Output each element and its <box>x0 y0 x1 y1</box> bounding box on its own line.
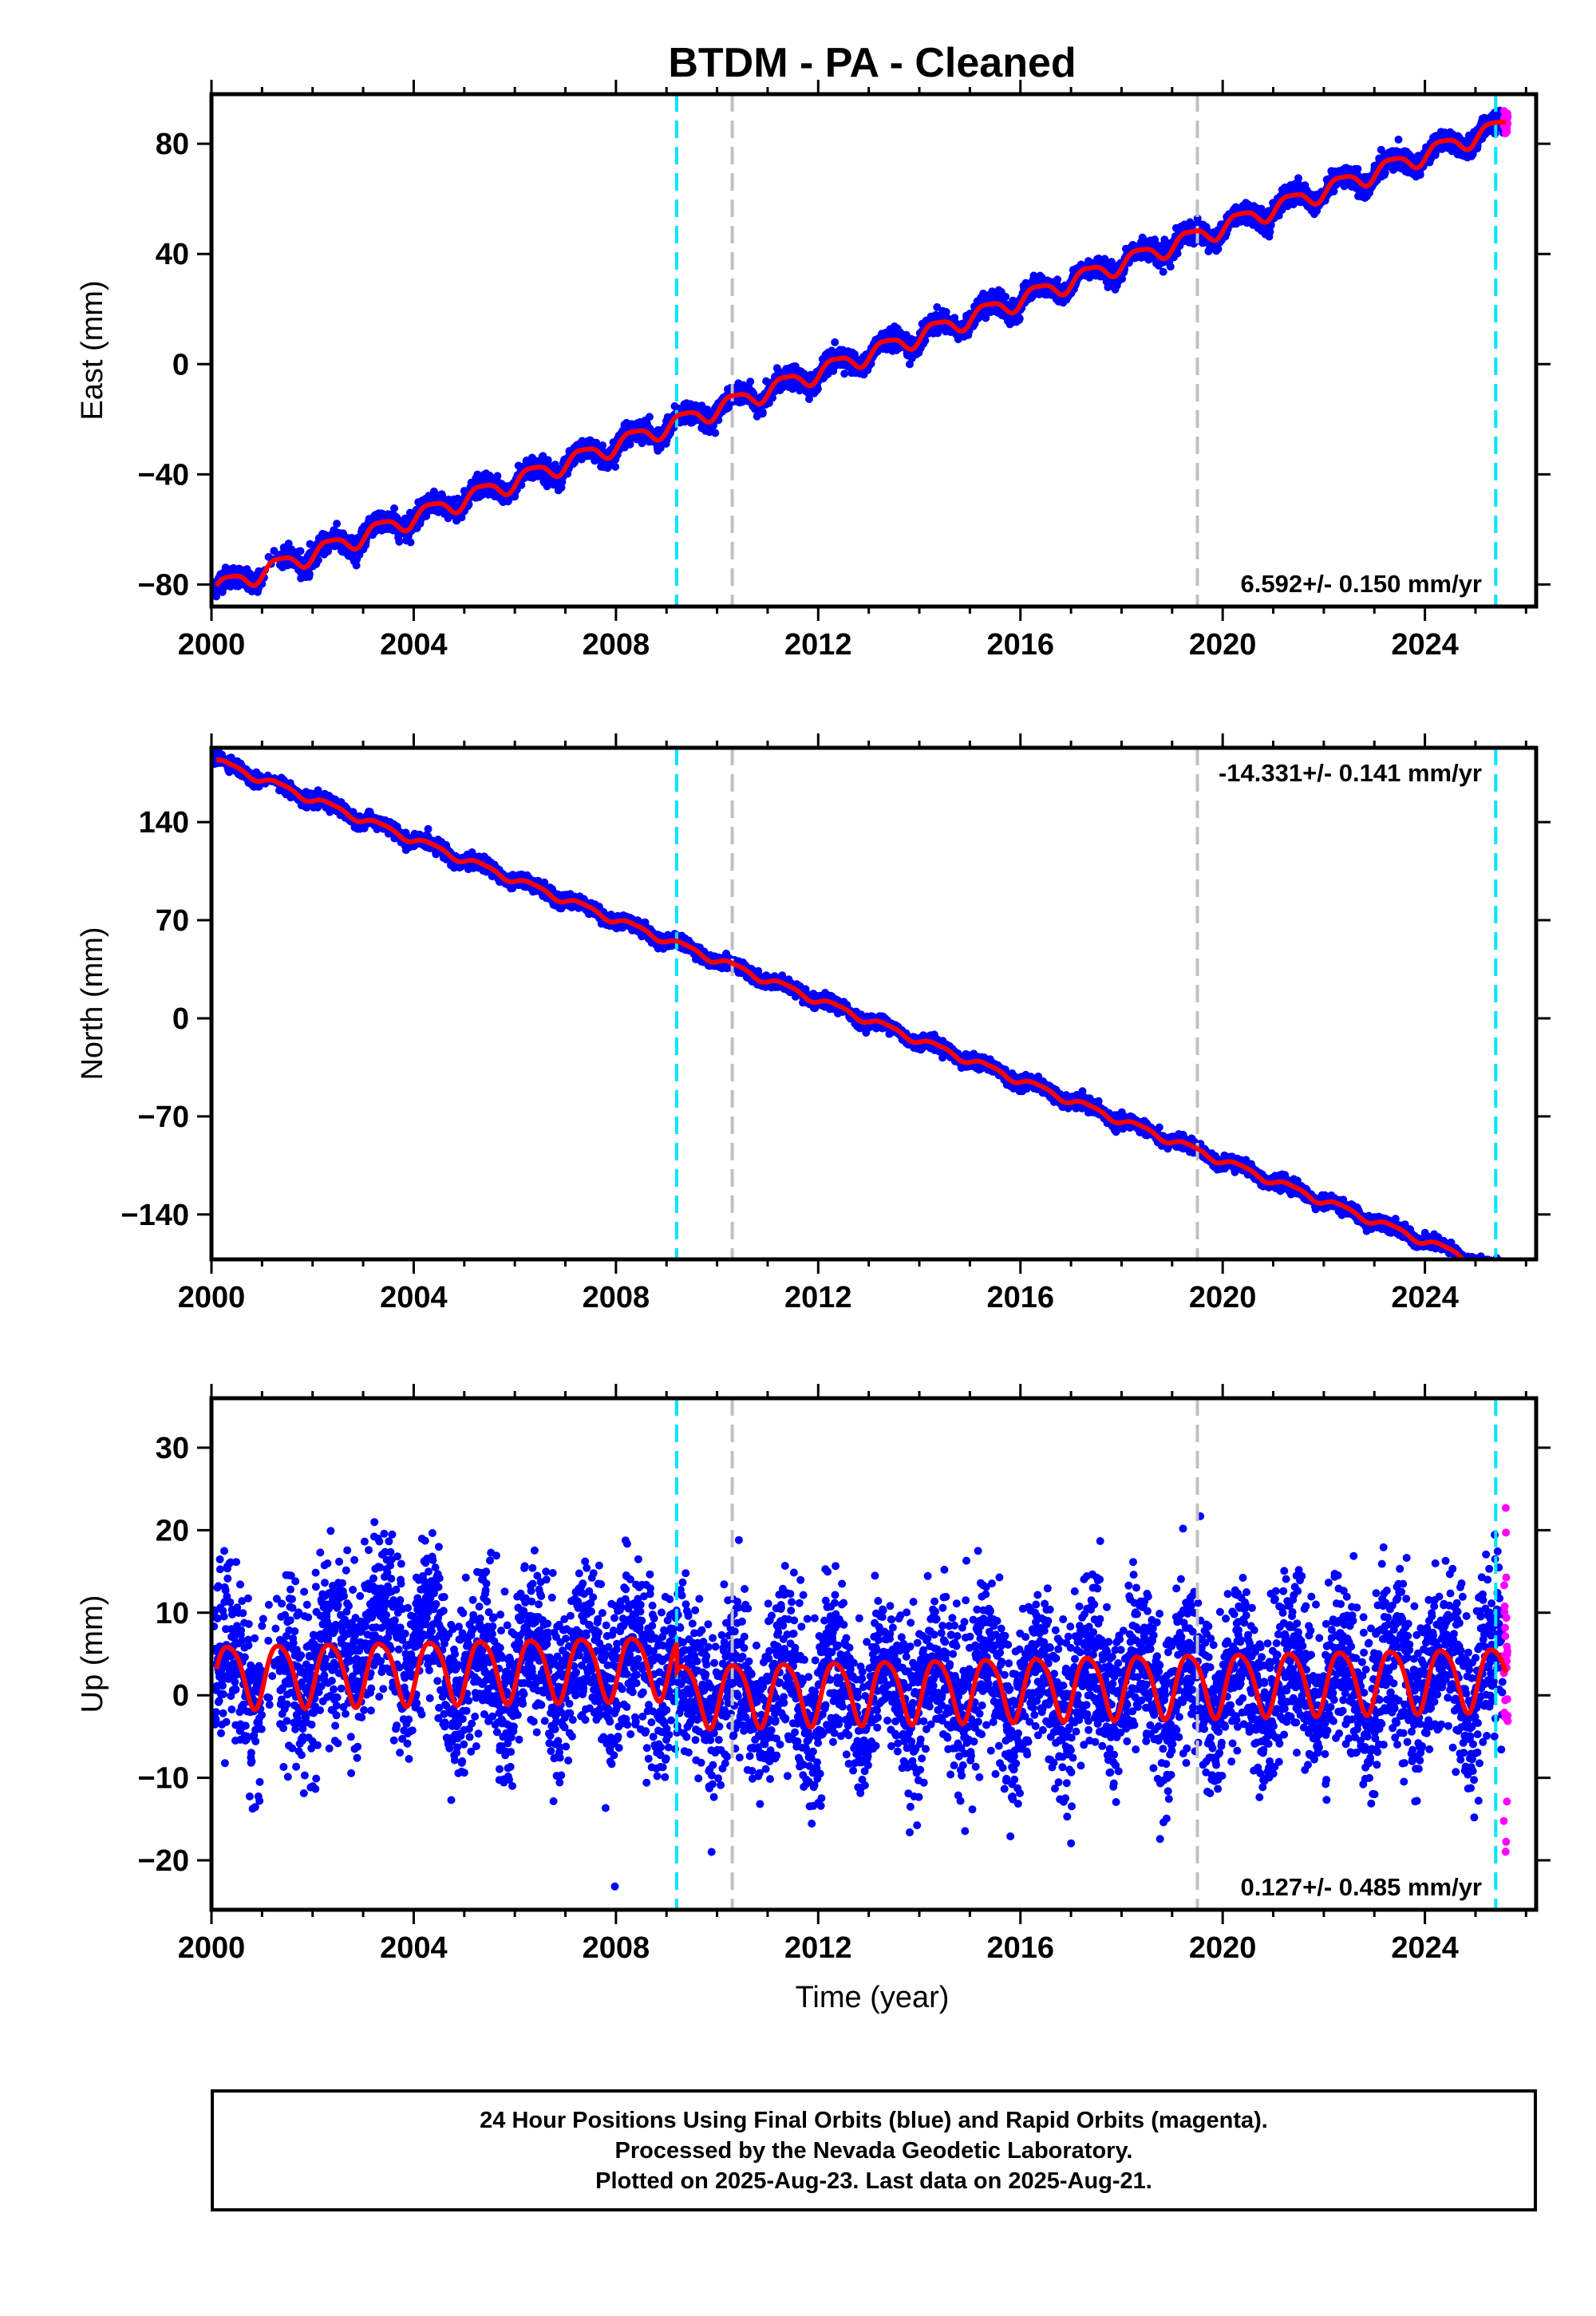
final-orbit-point <box>493 472 502 480</box>
final-orbit-point <box>1173 249 1182 258</box>
panel-east: 2000 2004 2008 2012 2016 2020 2024−80−4004080E… <box>76 80 1551 662</box>
final-orbit-point <box>296 547 305 555</box>
final-orbit-point <box>645 413 654 421</box>
final-orbit-point <box>758 408 767 417</box>
final-orbit-point <box>768 393 777 402</box>
final-orbit-point <box>406 538 415 547</box>
final-orbit-point <box>390 504 398 512</box>
final-orbit-point <box>1160 235 1169 244</box>
panels-group: 2000 2004 2008 2012 2016 2020 2024−80−4004080E… <box>76 80 1551 1965</box>
final-orbit-point <box>626 440 634 449</box>
final-orbit-point <box>1294 174 1302 183</box>
series-final-orbits-east <box>211 106 1507 601</box>
final-orbit-point <box>851 350 859 358</box>
final-orbit-point <box>314 556 322 564</box>
final-orbit-point <box>656 444 665 453</box>
final-orbit-point <box>517 480 526 489</box>
final-orbit-point <box>831 338 839 346</box>
final-orbit-point <box>1159 267 1167 276</box>
final-orbit-point <box>333 520 342 528</box>
final-orbit-point <box>352 561 361 570</box>
final-orbit-point <box>395 537 404 546</box>
final-orbit-point <box>711 429 720 437</box>
final-orbit-point <box>1015 314 1024 322</box>
final-orbit-point <box>840 370 849 378</box>
final-orbit-point <box>543 482 551 491</box>
final-orbit-point <box>746 377 755 386</box>
plot-area-east <box>211 94 1512 607</box>
final-orbit-point <box>1266 227 1274 236</box>
final-orbit-point <box>1053 275 1062 284</box>
chart-title: BTDM - PA - Cleaned <box>668 40 1076 86</box>
final-orbit-point <box>305 570 314 579</box>
final-orbit-point <box>306 539 314 548</box>
final-orbit-point <box>1001 292 1010 301</box>
final-orbit-point <box>813 385 822 393</box>
final-orbit-point <box>1166 263 1175 271</box>
final-orbit-point <box>598 441 607 450</box>
final-orbit-point <box>611 462 620 471</box>
